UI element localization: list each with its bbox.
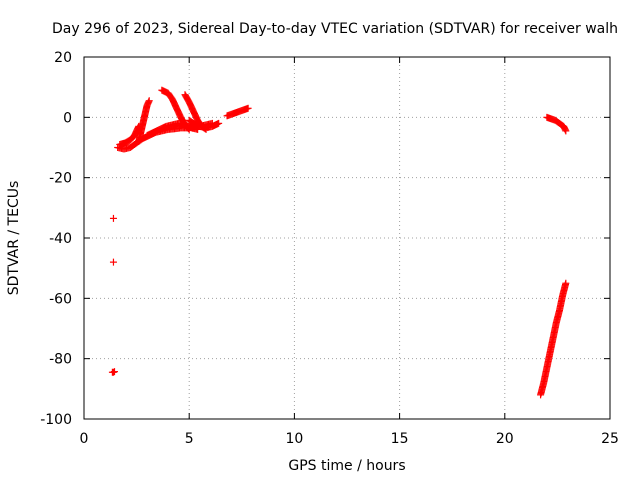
data-point [109,214,117,222]
x-tick-label: 20 [496,431,514,447]
x-tick-label: 15 [391,431,409,447]
y-tick-label: 0 [63,110,72,126]
chart-title: Day 296 of 2023, Sidereal Day-to-day VTE… [52,21,618,37]
x-axis-label: GPS time / hours [288,458,405,474]
y-tick-label: -60 [49,291,72,307]
grid [84,57,610,419]
y-tick-labels: -100 -80 -60 -40 -20 0 20 [40,50,72,428]
plot-frame [83,56,611,420]
data-markers [108,86,570,399]
data-point [562,279,570,287]
y-axis-label: SDTVAR / TECUs [6,181,22,296]
data-point [145,97,153,105]
y-tick-label: -20 [49,171,72,187]
data-point [215,119,223,127]
x-tick-label: 10 [285,431,303,447]
ticks [83,56,611,420]
y-tick-label: -80 [49,352,72,368]
data-point [185,125,193,133]
y-tick-label: -100 [40,412,72,428]
x-tick-label: 25 [601,431,619,447]
y-tick-label: -40 [49,231,72,247]
y-tick-label: 20 [54,50,72,66]
data-point [244,104,252,112]
data-point [109,258,117,266]
data-point [111,368,119,376]
data-point [562,127,570,135]
x-tick-label: 0 [80,431,89,447]
x-tick-label: 5 [185,431,194,447]
x-tick-labels: 0 5 10 15 20 25 [80,431,619,447]
data-point [184,124,192,132]
